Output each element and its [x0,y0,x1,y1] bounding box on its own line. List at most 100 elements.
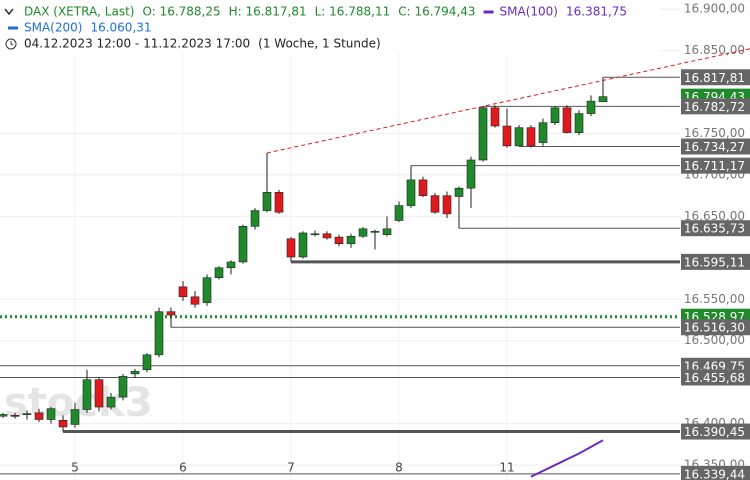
candle-body [202,277,212,303]
candle-body [466,159,476,189]
ohlc-label: L: 16.788,11 [315,5,391,19]
y-tick-label: 16.550,00 [684,292,745,306]
price-box [681,69,750,86]
candle-body [430,195,440,213]
candle-body [514,127,524,147]
candle-body [598,96,608,103]
candle-body [394,205,404,221]
price-label: 16.817,81 [684,71,745,85]
price-box [681,138,750,155]
candle-body [82,379,92,410]
indicator-value: 16.381,75 [566,5,627,19]
candle-body [526,127,536,147]
candle-body [550,107,560,123]
price-label: 16.339,44 [684,467,745,480]
price-label: 16.635,73 [684,222,745,236]
candle-body [154,311,164,356]
title: DAX (XETRA, Last) [24,5,134,19]
candle-body [130,371,140,375]
candle-body [382,228,392,235]
x-tick-label: 6 [179,461,187,475]
interval-label: (1 Woche, 1 Stunde) [258,37,381,51]
range-label: 04.12.2023 12:00 - 11.12.2023 17:00 [24,37,250,51]
candle-body [0,414,8,417]
indicator-name: SMA(200) [24,21,82,35]
candle-body [46,408,56,420]
x-tick-label: 8 [395,461,403,475]
y-tick-label: 16.650,00 [684,209,745,223]
price-box [681,319,750,336]
price-label: 16.711,17 [684,159,745,173]
candle-body [22,413,32,415]
candle-body [10,415,20,417]
candle-body [370,230,380,233]
price-box [681,157,750,174]
candle-body [502,125,512,147]
candle-body [490,107,500,127]
clock-icon [5,38,17,50]
y-tick-label: 16.500,00 [684,333,745,347]
price-box [681,465,750,480]
header-bg [0,0,660,54]
candle-body [334,236,344,245]
ohlc-label: O: 16.788,25 [142,5,220,19]
price-label: 16.782,72 [684,100,745,114]
candle-body [406,179,416,206]
candle-body [262,192,272,211]
candle-body [274,192,284,213]
candle-body [34,412,44,420]
candle-body [346,235,356,245]
clock-hands [10,41,14,46]
price-box [681,423,750,440]
candle-body [190,296,200,305]
candle-body [118,376,128,398]
x-tick-label: 5 [71,461,79,475]
indicator-name: SMA(100) [500,5,558,19]
candle-body [298,232,308,258]
candle-body [142,354,152,371]
price-label: 16.455,68 [684,371,745,385]
y-tick-label: 16.750,00 [684,126,745,140]
x-tick-label: 7 [287,461,295,475]
candle-body [418,179,428,196]
price-box [681,98,750,115]
price-box [681,253,750,270]
candle-body [178,286,188,298]
candle-body [322,233,332,239]
candle-body [214,267,224,279]
trend-line [266,48,750,154]
candle-body [250,210,260,227]
candle-body [586,100,596,114]
candle-body [70,409,80,425]
price-box [681,369,750,386]
y-tick-label: 16.900,00 [684,2,745,16]
indicator-value: 16.060,31 [90,21,151,35]
candle-body [94,379,104,408]
candle-body [226,261,236,269]
candle-body [106,396,116,408]
price-label: 16.734,27 [684,140,745,154]
price-label: 16.390,45 [684,425,745,439]
candle-body [478,107,488,161]
candle-body [286,238,296,258]
candle-body [58,420,68,428]
price-label: 16.516,30 [684,321,745,335]
x-tick-label: 11 [499,461,514,475]
sma100-line [530,439,604,478]
ohlc-label: C: 16.794,43 [398,5,475,19]
y-tick-label: 16.850,00 [684,43,745,57]
price-label: 16.595,11 [684,255,745,269]
candle-body [166,311,176,316]
candle-body [310,233,320,236]
candle-body [238,226,248,263]
candle-body [574,113,584,133]
ohlc-label: H: 16.817,81 [229,5,307,19]
candle-body [454,187,464,197]
price-box [681,220,750,237]
candle-body [538,122,548,143]
candle-body [442,195,452,215]
collapse-icon [4,8,14,16]
candle-body [358,228,368,237]
candle-body [562,107,572,133]
